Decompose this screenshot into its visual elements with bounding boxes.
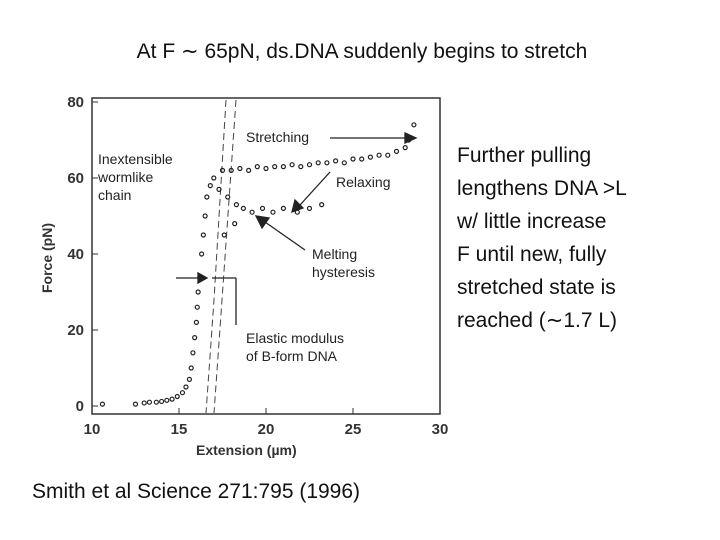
- data-point: [359, 156, 365, 162]
- data-point: [402, 145, 408, 151]
- data-point: [233, 202, 240, 208]
- data-point: [195, 289, 201, 295]
- data-point: [367, 154, 373, 160]
- arrows: [176, 131, 418, 325]
- x-tick-label: 25: [345, 421, 362, 438]
- data-point: [319, 202, 325, 208]
- slide-title: At F ∼ 65pN, ds.DNA suddenly begins to s…: [137, 40, 588, 63]
- data-point: [207, 183, 213, 189]
- data-point: [190, 350, 196, 356]
- note: Further pulling lengthens DNA >L w/ little…: [456, 144, 627, 332]
- y-tick-label: 60: [67, 170, 84, 187]
- data-point: [194, 304, 200, 310]
- data-point: [263, 165, 269, 172]
- x-tick-label: 30: [432, 421, 449, 438]
- data-point: [99, 401, 106, 407]
- y-axis-label: Force (pN): [39, 223, 55, 293]
- note-line: w/ little increase: [456, 210, 606, 233]
- data-point: [204, 194, 210, 200]
- data-point: [193, 319, 199, 325]
- data-point: [225, 194, 231, 200]
- data-point: [221, 232, 227, 238]
- data-point: [200, 232, 206, 238]
- annotation: Stretching: [246, 129, 309, 145]
- data-point: [324, 160, 330, 166]
- citation: Smith et al Science 271:795 (1996): [32, 480, 360, 503]
- data-point: [186, 376, 193, 382]
- data-point: [393, 148, 400, 154]
- data-point: [306, 205, 313, 211]
- note-line: Further pulling: [457, 144, 591, 167]
- data-point: [240, 205, 246, 211]
- x-axis-label: Extension (µm): [196, 442, 297, 458]
- annotation: Inextensible: [98, 151, 173, 167]
- data-point: [146, 399, 153, 405]
- data-point: [216, 186, 222, 192]
- data-point: [270, 209, 276, 215]
- data-point: [169, 396, 175, 402]
- annotation: Relaxing: [336, 174, 390, 190]
- annotation: of B-form DNA: [246, 348, 338, 364]
- data-point: [179, 390, 186, 396]
- x-tick-label: 20: [258, 421, 275, 438]
- data-point: [188, 365, 194, 371]
- data-point: [350, 156, 356, 162]
- data-point: [199, 251, 205, 257]
- data-point: [306, 162, 313, 168]
- y-tick-label: 80: [67, 94, 84, 111]
- data-point: [174, 393, 180, 400]
- data-point: [280, 164, 286, 170]
- data-point: [237, 165, 243, 172]
- data-point: [376, 152, 382, 158]
- data-point: [197, 274, 203, 280]
- y-tick-label: 0: [76, 398, 84, 415]
- data-point: [228, 167, 234, 173]
- data-point: [141, 400, 147, 406]
- data-point: [192, 335, 198, 341]
- annotation: chain: [98, 187, 131, 203]
- wlc-curve: [205, 99, 227, 414]
- annotation: Melting: [312, 246, 357, 262]
- x-tick-label: 10: [84, 421, 101, 438]
- data-point: [219, 167, 226, 173]
- note-line: reached (∼1.7 L): [457, 309, 617, 332]
- data-point: [159, 398, 165, 405]
- data-point: [211, 175, 217, 181]
- data-point: [298, 164, 304, 170]
- annotation: wormlike: [97, 169, 153, 185]
- data-point: [259, 205, 266, 211]
- note-line: stretched state is: [457, 276, 616, 299]
- data-point: [183, 384, 189, 390]
- annotation: Elastic modulus: [246, 330, 344, 346]
- data-point: [164, 397, 170, 403]
- data-point: [385, 152, 391, 158]
- data-point: [272, 164, 278, 170]
- annotation: hysteresis: [312, 264, 375, 280]
- data-point: [246, 167, 252, 173]
- wlc-curve: [213, 99, 237, 414]
- data-point: [289, 162, 295, 168]
- note-line: lengthens DNA >L: [457, 177, 627, 200]
- plot-frame: [91, 97, 441, 415]
- data-point: [202, 213, 208, 219]
- data-point: [411, 122, 417, 128]
- data-point: [341, 160, 347, 166]
- data-point: [254, 164, 260, 170]
- data-point: [315, 160, 321, 166]
- x-tick-label: 15: [171, 421, 188, 438]
- data-point: [249, 209, 255, 215]
- data-point: [333, 158, 339, 164]
- data-point: [132, 401, 139, 407]
- data-point: [153, 399, 159, 405]
- note-line: F until new, fully: [457, 243, 607, 266]
- y-tick-label: 20: [67, 322, 84, 339]
- data-point: [232, 221, 238, 227]
- data-point: [280, 205, 286, 211]
- data-point: [406, 137, 412, 143]
- data-point: [294, 209, 300, 215]
- y-tick-label: 40: [67, 246, 84, 263]
